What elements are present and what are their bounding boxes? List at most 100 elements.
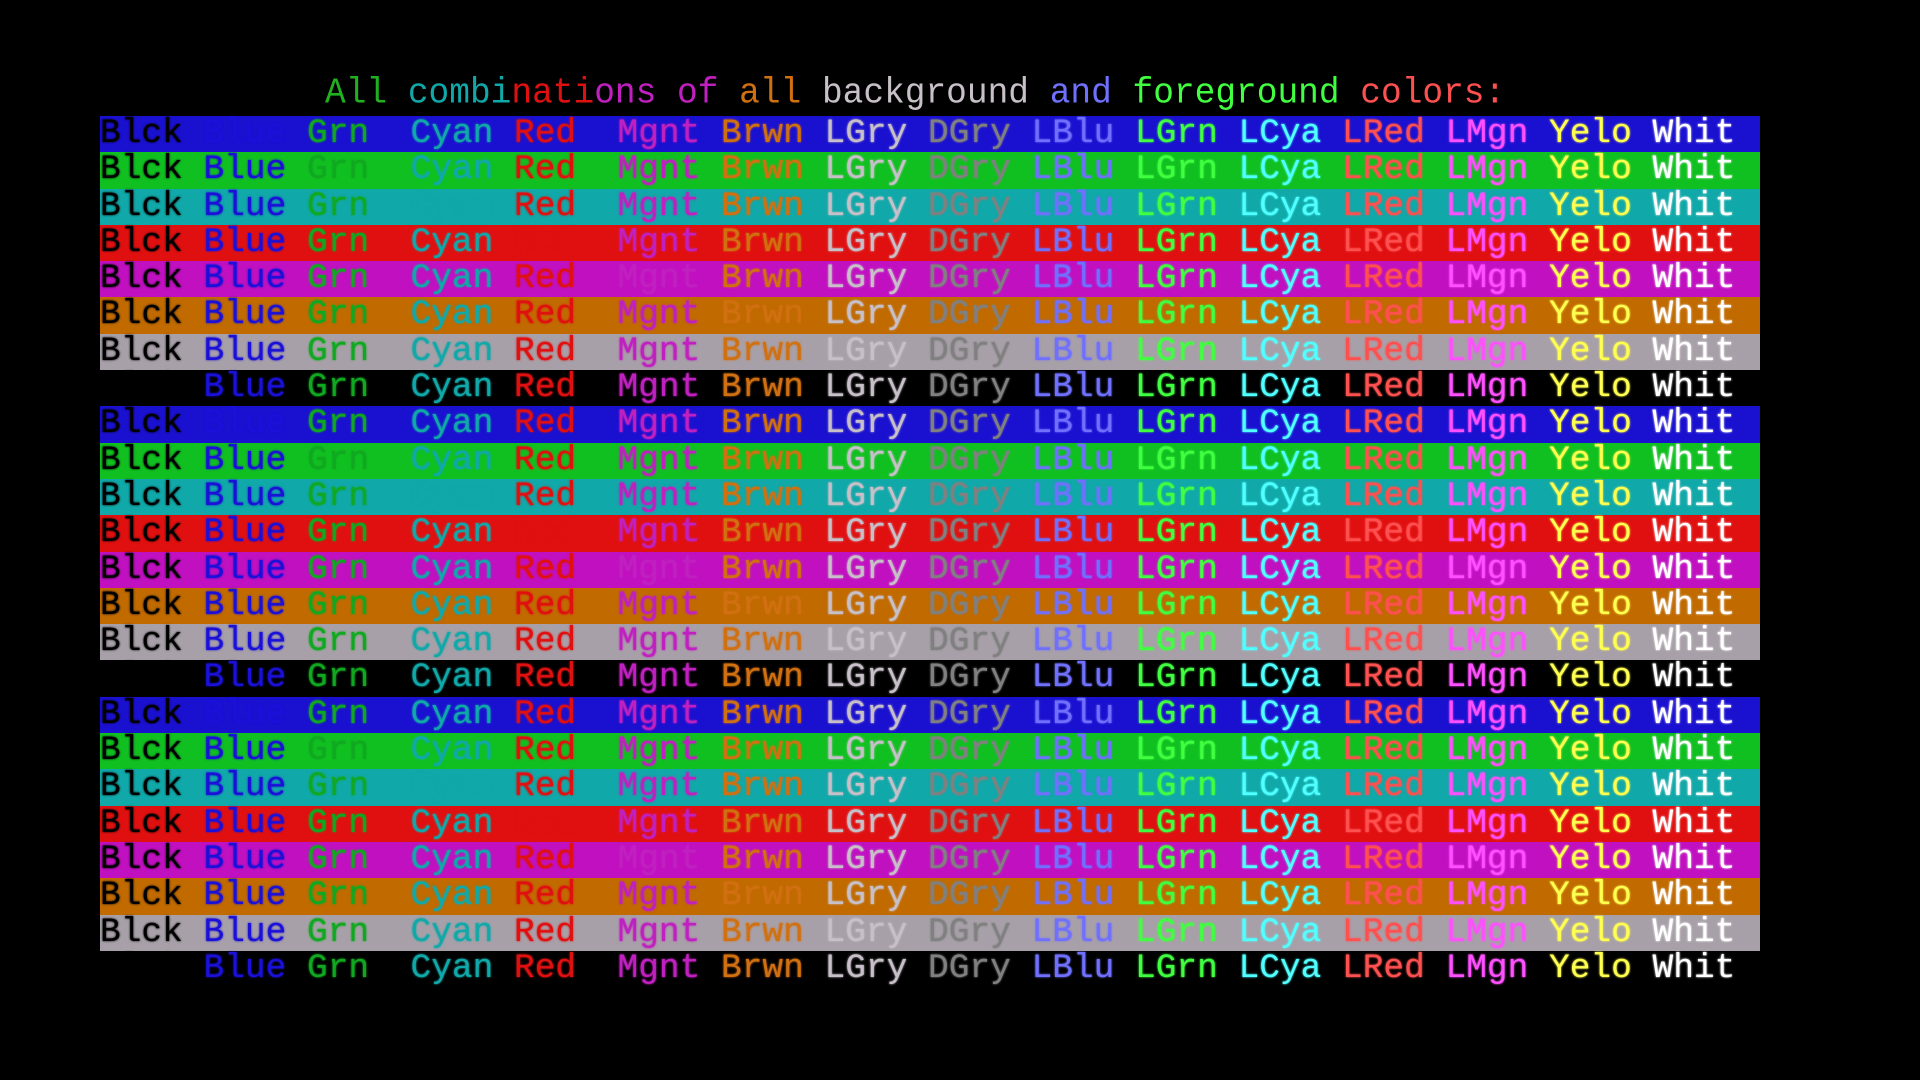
color-sample-brwn: Brwn [721, 331, 804, 371]
color-sample-blck: Blck [100, 259, 183, 299]
color-sample-lgrn: LGrn [1135, 404, 1218, 444]
color-sample-lcya: LCya [1238, 440, 1322, 480]
color-sample-lgrn: LGrn [1135, 513, 1218, 553]
color-sample-lmgn: LMgn [1445, 876, 1529, 916]
color-sample-yelo: Yelo [1549, 114, 1632, 153]
color-sample-lred: LRed [1342, 114, 1425, 153]
color-sample-grn: Grn [307, 876, 370, 916]
color-sample-lgrn: LGrn [1135, 440, 1218, 480]
color-sample-lblu: LBlu [1031, 876, 1115, 916]
title-segment: foreground [1132, 73, 1361, 114]
color-row-blue: Blck Blue Grn Cyan Red Mgnt Brwn LGry DGry LBlu LG… [100, 404, 1760, 444]
color-sample-lcya: LCya [1238, 767, 1322, 807]
color-sample-grn: Grn [307, 622, 370, 662]
color-sample-lblu: LBlu [1031, 222, 1115, 262]
color-sample-lgry: LGry [824, 186, 908, 226]
color-sample-lgrn: LGrn [1135, 767, 1218, 807]
title-segment: background [821, 73, 1050, 114]
color-sample-lblu: LBlu [1031, 295, 1115, 335]
color-sample-yelo: Yelo [1549, 803, 1632, 843]
color-sample-whit: Whit [1652, 440, 1736, 480]
color-sample-lcya: LCya [1238, 150, 1322, 190]
color-sample-lcya: LCya [1238, 658, 1322, 698]
color-sample-lmgn: LMgn [1445, 767, 1529, 807]
color-sample-lred: LRed [1342, 876, 1425, 916]
color-sample-lmgn: LMgn [1445, 513, 1529, 553]
color-sample-dgry: DGry [928, 331, 1011, 371]
color-sample-blck: Blck [100, 876, 183, 916]
color-sample-lmgn: LMgn [1445, 658, 1529, 698]
color-sample-cyan: Cyan [410, 440, 494, 480]
color-sample-brwn: Brwn [721, 585, 804, 625]
color-sample-lgry: LGry [824, 404, 908, 444]
color-sample-dgry: DGry [928, 912, 1011, 952]
color-sample-lmgn: LMgn [1445, 948, 1529, 988]
color-sample-cyan: Cyan [410, 948, 494, 988]
color-sample-red: Red [514, 186, 577, 226]
color-sample-whit: Whit [1652, 622, 1736, 662]
color-sample-whit: Whit [1652, 658, 1736, 698]
color-sample-lgry: LGry [824, 876, 908, 916]
color-sample-lgry: LGry [824, 295, 908, 335]
color-sample-yelo: Yelo [1549, 839, 1632, 879]
color-sample-mgnt: Mgnt [617, 585, 701, 625]
color-sample-yelo: Yelo [1549, 658, 1632, 698]
color-sample-lcya: LCya [1238, 331, 1322, 371]
color-sample-mgnt: Mgnt [617, 114, 701, 153]
color-sample-whit: Whit [1652, 731, 1736, 771]
color-sample-blue: Blue [203, 767, 287, 807]
color-row-cyan: Blck Blue Grn Cyan Red Mgnt Brwn LGry DGry LBlu LG… [100, 186, 1760, 226]
color-sample-lcya: LCya [1238, 839, 1322, 879]
color-sample-lblu: LBlu [1031, 839, 1115, 879]
color-sample-red: Red [514, 222, 577, 262]
color-sample-lgry: LGry [824, 150, 908, 190]
color-sample-whit: Whit [1652, 331, 1736, 371]
color-sample-lgry: LGry [824, 767, 908, 807]
color-sample-mgnt: Mgnt [617, 876, 701, 916]
color-sample-blck: Blck [100, 368, 183, 408]
color-sample-brwn: Brwn [721, 186, 804, 226]
color-sample-cyan: Cyan [410, 912, 494, 952]
color-sample-red: Red [514, 150, 577, 190]
color-sample-lblu: LBlu [1031, 513, 1115, 553]
color-sample-brwn: Brwn [721, 549, 804, 589]
color-sample-grn: Grn [307, 114, 370, 153]
color-sample-lcya: LCya [1238, 948, 1322, 988]
color-sample-red: Red [514, 948, 577, 988]
color-sample-lgry: LGry [824, 694, 908, 734]
color-sample-lgry: LGry [824, 549, 908, 589]
color-sample-lred: LRed [1342, 440, 1425, 480]
color-sample-lcya: LCya [1238, 476, 1322, 516]
color-sample-dgry: DGry [928, 658, 1011, 698]
color-sample-red: Red [514, 731, 577, 771]
color-sample-mgnt: Mgnt [617, 622, 701, 662]
color-sample-blck: Blck [100, 476, 183, 516]
color-sample-lcya: LCya [1238, 114, 1322, 153]
color-sample-blue: Blue [203, 186, 287, 226]
color-sample-dgry: DGry [928, 948, 1011, 988]
color-sample-blue: Blue [203, 585, 287, 625]
color-sample-yelo: Yelo [1549, 767, 1632, 807]
color-sample-yelo: Yelo [1549, 150, 1632, 190]
color-sample-blck: Blck [100, 150, 183, 190]
color-sample-blck: Blck [100, 622, 183, 662]
color-sample-lblu: LBlu [1031, 186, 1115, 226]
title-segment: All [325, 73, 408, 114]
color-sample-brwn: Brwn [721, 912, 804, 952]
color-sample-lgry: LGry [824, 259, 908, 299]
color-sample-mgnt: Mgnt [617, 476, 701, 516]
color-sample-lblu: LBlu [1031, 440, 1115, 480]
color-sample-blck: Blck [100, 767, 183, 807]
color-sample-blue: Blue [203, 513, 287, 553]
color-sample-whit: Whit [1652, 186, 1736, 226]
page-title: All combinations of all background and f… [325, 75, 1505, 113]
color-sample-lgrn: LGrn [1135, 694, 1218, 734]
color-sample-lcya: LCya [1238, 259, 1322, 299]
color-sample-yelo: Yelo [1549, 585, 1632, 625]
color-sample-red: Red [514, 476, 577, 516]
color-sample-lcya: LCya [1238, 585, 1322, 625]
color-sample-lred: LRed [1342, 513, 1425, 553]
color-sample-red: Red [514, 259, 577, 299]
color-sample-lcya: LCya [1238, 186, 1322, 226]
color-sample-mgnt: Mgnt [617, 368, 701, 408]
